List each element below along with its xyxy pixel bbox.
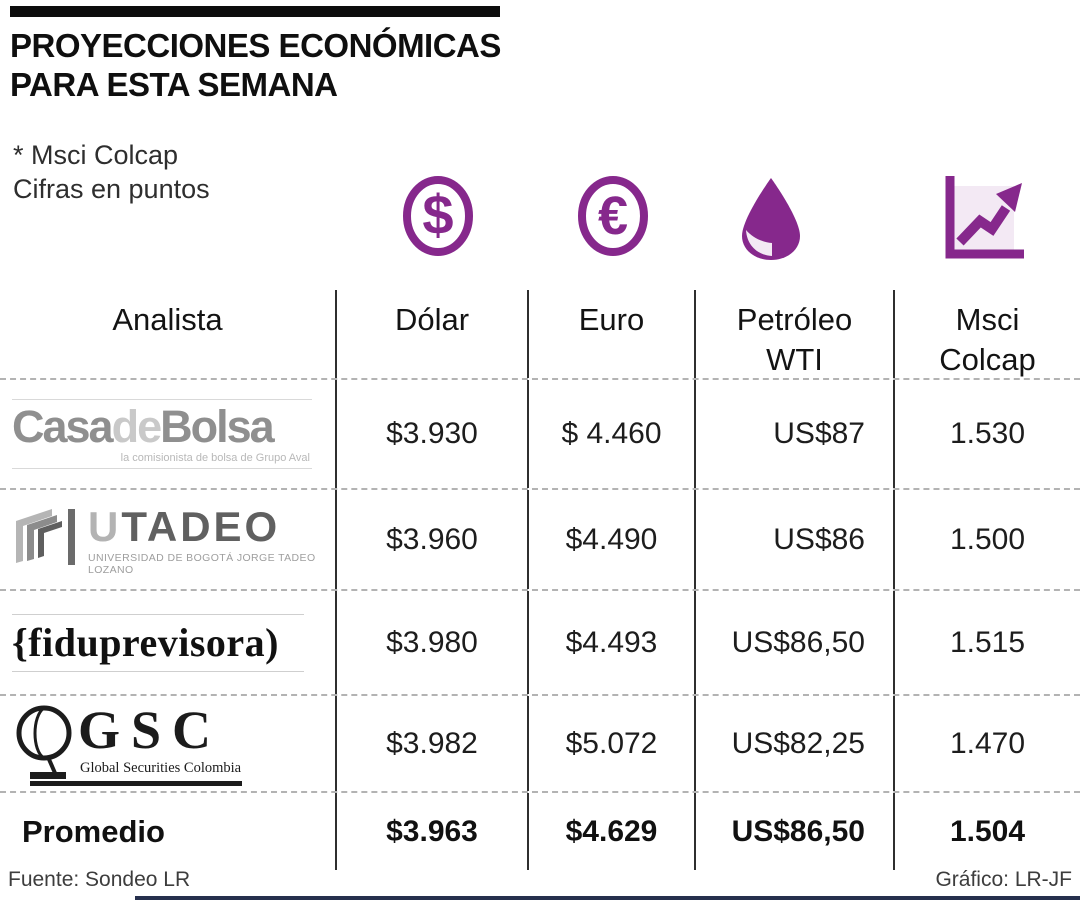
projections-table: Analista Dólar Euro Petróleo WTI Msci Co… (0, 290, 1080, 870)
cell-petroleo: US$86,50 (694, 591, 893, 694)
cell-dolar: $3.982 (335, 696, 527, 791)
average-label: Promedio (22, 813, 165, 849)
logo-text: U (88, 502, 122, 550)
footnote-line-2: Cifras en puntos (13, 174, 210, 204)
logo-text: de (111, 401, 162, 452)
col-header-analista: Analista (112, 302, 223, 337)
logo-text: Casa (12, 401, 114, 452)
oil-drop-icon (740, 176, 802, 267)
bottom-rule (135, 896, 1080, 900)
cell-euro: $4.490 (527, 490, 694, 589)
logo-text: UTADEO (88, 502, 335, 550)
gsc-logo: GSC Global Securities Colombia (12, 700, 252, 788)
title-line-1: PROYECCIONES ECONÓMICAS (10, 27, 501, 64)
source-credit: Fuente: Sondeo LR (8, 868, 191, 891)
svg-text:€: € (598, 186, 628, 246)
cell-petroleo: US$82,25 (694, 696, 893, 791)
fiduprevisora-logo: {fiduprevisora) (12, 613, 304, 672)
logo-text: {fiduprevisora) (12, 619, 279, 665)
graphic-credit: Gráfico: LR-JF (935, 868, 1072, 891)
analyst-logo-utadeo: UTADEO UNIVERSIDAD DE BOGOTÁ JORGE TADEO… (0, 490, 335, 589)
casadebolsa-wordmark: CasadeBolsa (12, 402, 312, 452)
col-header-euro: Euro (527, 290, 694, 378)
logo-text: GSC (78, 699, 223, 760)
stock-chart-icon (938, 168, 1030, 271)
footnote: * Msci Colcap Cifras en puntos (13, 138, 210, 206)
logo-rule (12, 613, 304, 615)
cell-msci: 1.470 (893, 696, 1080, 791)
gsc-tagline: Global Securities Colombia (80, 759, 242, 776)
col-header-msci-colcap: Msci Colcap (893, 290, 1080, 378)
cell-dolar: $3.960 (335, 490, 527, 589)
table-row-fiduprevisora: {fiduprevisora) $3.980 $4.493 US$86,50 1… (0, 591, 1080, 696)
utadeo-tagline: UNIVERSIDAD DE BOGOTÁ JORGE TADEO LOZANO (88, 551, 316, 576)
cell-petroleo: US$86 (694, 490, 893, 589)
title-top-bar (10, 6, 500, 17)
globe-icon (14, 700, 74, 789)
analyst-logo-fiduprevisora: {fiduprevisora) (0, 591, 335, 694)
svg-text:$: $ (422, 183, 453, 246)
table-row-utadeo: UTADEO UNIVERSIDAD DE BOGOTÁ JORGE TADEO… (0, 490, 1080, 591)
analyst-logo-casadebolsa: CasadeBolsa la comisionista de bolsa de … (0, 380, 335, 488)
col-header-dolar: Dólar (335, 290, 527, 378)
table-row-casadebolsa: CasadeBolsa la comisionista de bolsa de … (0, 380, 1080, 490)
analyst-logo-gsc: GSC Global Securities Colombia (0, 696, 335, 791)
cell-petroleo: US$87 (694, 380, 893, 488)
cell-dolar-avg: $3.963 (335, 793, 527, 870)
cell-euro: $4.493 (527, 591, 694, 694)
casadebolsa-logo: CasadeBolsa la comisionista de bolsa de … (12, 399, 312, 469)
cell-euro: $ 4.460 (527, 380, 694, 488)
logo-base-bar (30, 780, 242, 786)
logo-rule (12, 670, 304, 672)
logo-rule (12, 399, 312, 400)
logo-rule (12, 468, 312, 469)
table-row-gsc: GSC Global Securities Colombia $3.982 $5… (0, 696, 1080, 793)
page-title: PROYECCIONES ECONÓMICAS PARA ESTA SEMANA (10, 26, 501, 104)
cell-euro-avg: $4.629 (527, 793, 694, 870)
table-header-row: Analista Dólar Euro Petróleo WTI Msci Co… (0, 290, 1080, 380)
cell-euro: $5.072 (527, 696, 694, 791)
dollar-coin-icon: $ (398, 172, 478, 265)
cell-msci: 1.515 (893, 591, 1080, 694)
logo-text: TADEO (121, 502, 281, 550)
utadeo-wordmark: UTADEO UNIVERSIDAD DE BOGOTÁ JORGE TADEO… (88, 502, 335, 576)
cell-msci: 1.500 (893, 490, 1080, 589)
footnote-line-1: * Msci Colcap (13, 140, 179, 170)
utadeo-logo: UTADEO UNIVERSIDAD DE BOGOTÁ JORGE TADEO… (12, 499, 335, 580)
col-header-petroleo-wti: Petróleo WTI (694, 290, 893, 378)
utadeo-books-icon (12, 499, 78, 580)
euro-coin-icon: € (573, 172, 653, 265)
cell-msci-avg: 1.504 (893, 793, 1080, 870)
cell-dolar: $3.930 (335, 380, 527, 488)
table-row-promedio: Promedio $3.963 $4.629 US$86,50 1.504 (0, 793, 1080, 870)
logo-text: Bolsa (160, 401, 275, 452)
casadebolsa-tagline: la comisionista de bolsa de Grupo Aval (120, 452, 310, 464)
cell-dolar: $3.980 (335, 591, 527, 694)
title-line-2: PARA ESTA SEMANA (10, 66, 338, 103)
cell-msci: 1.530 (893, 380, 1080, 488)
cell-petroleo-avg: US$86,50 (694, 793, 893, 870)
